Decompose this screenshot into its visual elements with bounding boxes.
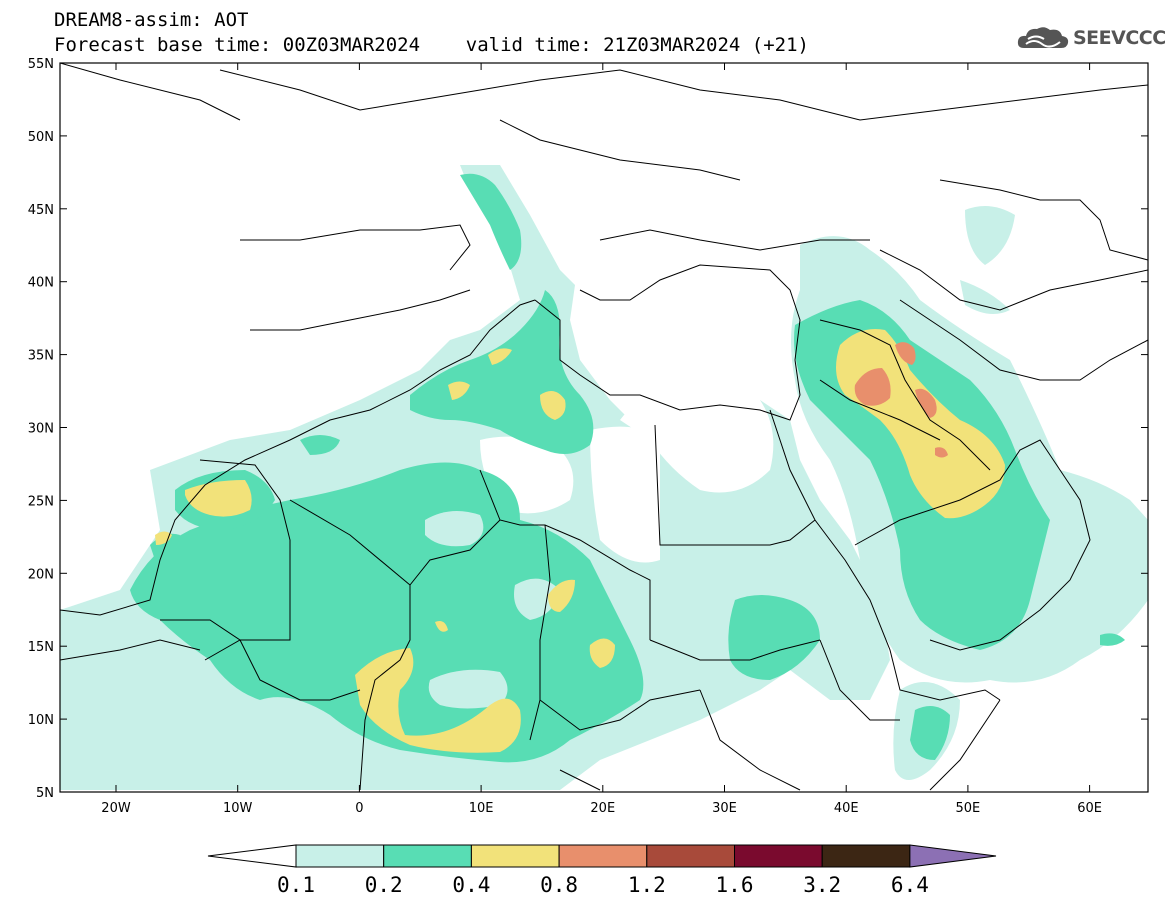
lat-label: 10N [28,713,54,728]
lon-label: 50E [956,801,981,816]
map-title: DREAM8-assim: AOT [54,9,249,31]
lat-label: 45N [28,203,54,218]
colorbar-swatch [470,844,560,868]
colorbar-swatch [295,844,385,868]
colorbar-upper-extension [909,844,997,868]
colorbar-swatch [821,844,911,868]
lat-label: 35N [28,349,54,364]
colorbar-label: 1.6 [716,873,754,897]
colorbar-swatch [383,844,472,868]
lon-label: 40E [834,801,859,816]
colorbar-label: 3.2 [803,873,841,897]
lon-label: 10W [223,801,253,816]
lon-label: 30E [712,801,737,816]
seevccc-logo: SEEVCCC [1016,24,1165,52]
longitude-axis: 20W 10W 0 10E 20E 30E 40E 50E 60E [101,63,1102,816]
lat-label: 50N [28,130,54,145]
lon-label: 60E [1077,801,1102,816]
lon-label: 20W [101,801,131,816]
colorbar-label: 0.8 [540,873,578,897]
lat-label: 40N [28,276,54,291]
colorbar-lower-extension [207,844,297,868]
lon-label: 10E [469,801,494,816]
forecast-times: Forecast base time: 00Z03MAR2024 valid t… [54,34,809,56]
lat-label: 55N [28,57,54,72]
lon-label: 20E [590,801,615,816]
colorbar-swatch [558,844,648,868]
lat-label: 15N [28,640,54,655]
lat-label: 30N [28,422,54,437]
colorbar-swatch [646,844,735,868]
lat-label: 20N [28,567,54,582]
colorbar-label: 0.2 [365,873,403,897]
colorbar-label: 0.1 [277,873,315,897]
colorbar: 0.1 0.2 0.4 0.8 1.2 1.6 3.2 6.4 [207,844,997,897]
aot-field [60,63,1148,792]
colorbar-label: 6.4 [891,873,929,897]
lat-label: 5N [36,786,54,801]
logo-text: SEEVCCC [1073,27,1165,49]
lon-label: 0 [355,801,363,816]
colorbar-label: 1.2 [628,873,666,897]
lat-label: 25N [28,494,54,509]
latitude-axis: 55N 50N 45N 40N 35N 30N 25N 20N 15N 10N 5N [28,57,1148,801]
colorbar-swatch [734,844,823,868]
cloud-icon [1017,27,1069,48]
colorbar-label: 0.4 [452,873,490,897]
